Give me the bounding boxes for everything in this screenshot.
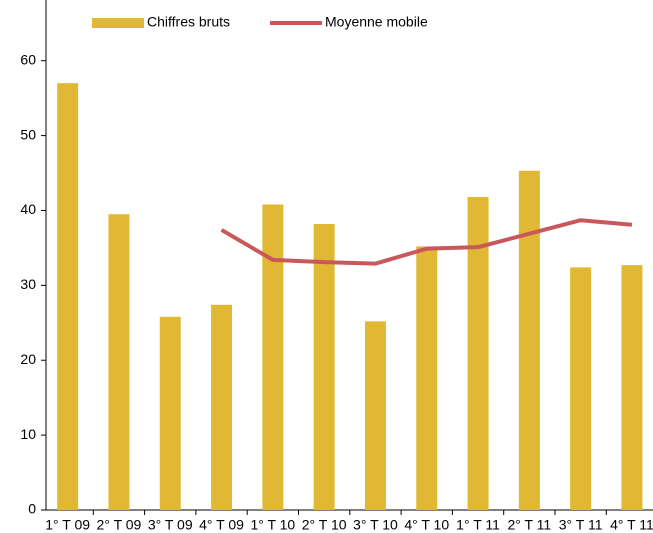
bar — [416, 246, 438, 510]
bar — [211, 304, 233, 510]
bar — [570, 267, 592, 510]
x-tick-label: 1° T 10 — [250, 517, 295, 533]
x-tick-label: 1° T 11 — [456, 517, 500, 533]
x-tick-label: 2° T 11 — [507, 517, 551, 533]
bar — [108, 214, 130, 510]
x-tick-label: 4° T 11 — [610, 517, 653, 533]
y-tick-label: 50 — [20, 126, 36, 142]
y-tick-label: 0 — [28, 501, 36, 517]
x-tick-label: 2° T 09 — [97, 517, 142, 533]
y-tick-label: 40 — [20, 201, 36, 217]
legend-swatch — [92, 18, 144, 28]
y-tick-label: 60 — [20, 51, 36, 67]
bar — [57, 83, 79, 510]
x-tick-label: 4° T 10 — [404, 517, 449, 533]
x-tick-label: 2° T 10 — [302, 517, 347, 533]
y-tick-label: 20 — [20, 351, 36, 367]
line — [220, 218, 633, 266]
y-tick-label: 10 — [20, 426, 36, 442]
y-tick-label: 30 — [20, 276, 36, 292]
bar — [621, 265, 643, 510]
x-tick-label: 1° T 09 — [45, 517, 90, 533]
bar — [364, 321, 386, 510]
bar — [313, 223, 335, 511]
bar — [467, 196, 489, 510]
x-tick-label: 3° T 11 — [559, 517, 603, 533]
bar — [159, 316, 181, 510]
bar — [518, 170, 540, 510]
x-tick-label: 3° T 10 — [353, 517, 398, 533]
x-tick-label: 4° T 09 — [199, 517, 244, 533]
bar — [262, 204, 284, 511]
legend-label: Moyenne mobile — [325, 14, 428, 30]
x-tick-label: 3° T 09 — [148, 517, 193, 533]
legend-label: Chiffres bruts — [147, 14, 230, 30]
